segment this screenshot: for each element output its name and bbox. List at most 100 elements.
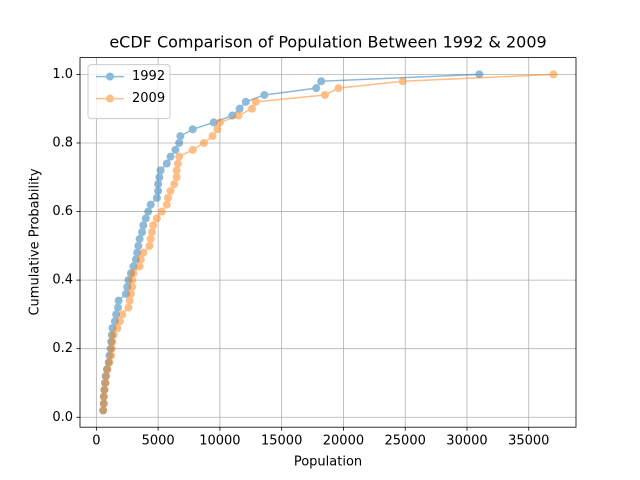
data-point [147, 228, 156, 237]
data-point [170, 180, 179, 189]
legend-label: 1992 [132, 69, 165, 84]
data-point [134, 241, 143, 250]
series [99, 70, 558, 415]
data-point [173, 159, 182, 168]
data-point [108, 337, 117, 346]
data-point [209, 118, 218, 127]
data-point [128, 276, 137, 285]
data-point [152, 193, 161, 202]
data-point [320, 90, 329, 99]
data-point [149, 221, 158, 230]
x-tick-label: 30000 [446, 434, 487, 449]
y-tick-label: 0.2 [52, 341, 73, 356]
data-point [103, 365, 112, 374]
data-point [334, 84, 343, 93]
data-point [162, 159, 171, 168]
data-point [107, 351, 116, 360]
data-point [157, 207, 166, 216]
legend-entry [96, 94, 124, 103]
data-point [162, 200, 171, 209]
data-point [208, 132, 217, 141]
data-point [156, 166, 165, 175]
data-point [118, 310, 127, 319]
y-tick-label: 0.8 [52, 135, 73, 150]
data-point [99, 399, 108, 408]
data-point [175, 152, 184, 161]
data-point [135, 262, 144, 271]
data-point [126, 289, 135, 298]
y-tick-label: 0.4 [52, 273, 73, 288]
data-point [260, 90, 269, 99]
y-tick-label: 0.0 [52, 410, 73, 425]
data-point [549, 70, 558, 79]
data-point [175, 138, 184, 147]
data-point [112, 310, 121, 319]
data-point [139, 221, 148, 230]
data-point [234, 111, 243, 120]
axes-frame [79, 57, 577, 428]
y-axis-label: Cumulative Probability [28, 168, 43, 315]
x-tick-label: 10000 [199, 434, 240, 449]
data-point [113, 324, 122, 333]
data-point [109, 330, 118, 339]
x-tick-label: 5000 [142, 434, 175, 449]
data-point [105, 358, 114, 367]
data-point [128, 282, 137, 291]
data-point [213, 125, 222, 134]
x-tick-label: 25000 [385, 434, 426, 449]
data-point [154, 186, 163, 195]
data-point [145, 241, 154, 250]
data-point [241, 97, 250, 106]
data-point [176, 132, 185, 141]
data-point [133, 248, 142, 257]
y-tick-label: 0.6 [52, 204, 73, 219]
data-point [146, 200, 155, 209]
data-point [115, 317, 124, 326]
data-point [146, 234, 155, 243]
data-point [235, 104, 244, 113]
data-point [188, 125, 197, 134]
chart-title: eCDF Comparison of Population Between 19… [109, 33, 546, 52]
data-point [199, 138, 208, 147]
data-point [154, 180, 163, 189]
data-point [164, 193, 173, 202]
data-point [138, 228, 147, 237]
x-tick-label: 35000 [508, 434, 549, 449]
data-point [124, 303, 133, 312]
legend-marker [106, 72, 114, 81]
data-point [398, 77, 407, 86]
legend-marker [106, 94, 114, 103]
data-point [248, 104, 257, 113]
data-point [99, 406, 108, 415]
x-tick-label: 20000 [323, 434, 364, 449]
data-point [100, 385, 109, 394]
data-point [171, 145, 180, 154]
x-axis-label: Population [294, 455, 362, 470]
data-point [166, 186, 175, 195]
data-point [141, 214, 150, 223]
data-point [312, 84, 321, 93]
data-point [172, 166, 181, 175]
data-point [113, 303, 122, 312]
data-point [215, 118, 224, 127]
data-point [135, 234, 144, 243]
data-point [114, 296, 123, 305]
data-point [139, 248, 148, 257]
data-point [136, 255, 145, 264]
data-point [166, 152, 175, 161]
x-tick-label: 0 [92, 434, 100, 449]
data-point [125, 296, 134, 305]
data-point [475, 70, 484, 79]
x-tick-label: 15000 [261, 434, 302, 449]
data-point [101, 378, 110, 387]
y-tick-label: 1.0 [52, 67, 73, 82]
data-point [99, 392, 108, 401]
data-point [107, 344, 116, 353]
data-point [129, 262, 138, 271]
data-point [155, 173, 164, 182]
data-point [317, 77, 326, 86]
data-point [188, 145, 197, 154]
data-point [102, 372, 111, 381]
